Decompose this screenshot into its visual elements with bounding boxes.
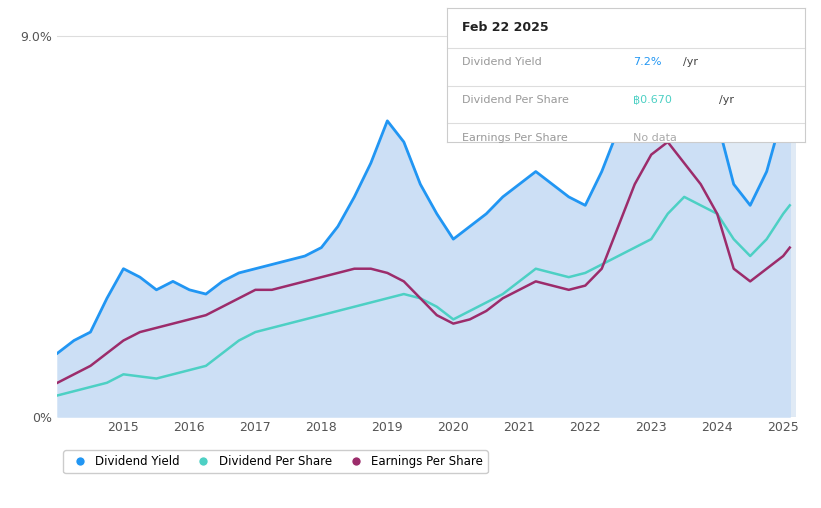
Bar xyxy=(718,15,796,417)
Legend: Dividend Yield, Dividend Per Share, Earnings Per Share: Dividend Yield, Dividend Per Share, Earn… xyxy=(63,451,488,473)
Text: Past: Past xyxy=(721,55,746,69)
Text: Feb 22 2025: Feb 22 2025 xyxy=(461,21,548,34)
Text: Dividend Yield: Dividend Yield xyxy=(461,57,542,68)
Text: 7.2%: 7.2% xyxy=(633,57,662,68)
Text: Dividend Per Share: Dividend Per Share xyxy=(461,95,569,105)
Text: No data: No data xyxy=(633,133,677,143)
Text: ฿0.670: ฿0.670 xyxy=(633,95,672,105)
Text: /yr: /yr xyxy=(719,95,734,105)
Text: Earnings Per Share: Earnings Per Share xyxy=(461,133,567,143)
Text: /yr: /yr xyxy=(683,57,698,68)
